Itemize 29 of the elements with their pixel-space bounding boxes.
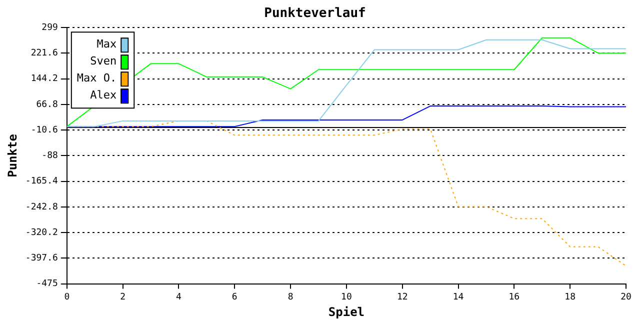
x-tick-label: 20 [620, 292, 632, 303]
y-tick-label: -475 [36, 279, 58, 290]
x-tick-label: 16 [508, 292, 520, 303]
x-tick-label: 10 [341, 292, 352, 303]
y-tick-label: -10.6 [30, 125, 58, 136]
x-tick-label: 6 [232, 292, 238, 303]
y-tick-label: -242.8 [25, 202, 58, 212]
x-tick-label: 2 [120, 292, 126, 303]
x-tick-label: 14 [452, 292, 464, 303]
legend-label: Max [96, 37, 118, 50]
y-tick-label: -88 [42, 151, 58, 162]
x-tick-label: 8 [288, 292, 294, 303]
legend-label: Alex [90, 88, 118, 102]
x-axis-title: Spiel [328, 304, 365, 319]
x-tick-label: 4 [176, 292, 182, 303]
y-tick-label: 144.2 [30, 74, 58, 84]
y-tick-label: 66.8 [36, 100, 58, 110]
y-tick-label: 221.6 [30, 48, 58, 59]
y-tick-label: -320.2 [25, 228, 58, 238]
y-axis-title: Punkte [5, 134, 20, 178]
chart-title: Punkteverlauf [264, 6, 366, 22]
x-tick-label: 12 [396, 292, 408, 303]
x-tick-label: 0 [64, 292, 70, 303]
y-tick-label: 299 [42, 22, 58, 33]
x-tick-label: 18 [564, 292, 576, 303]
y-tick-label: -165.4 [25, 176, 58, 187]
legend-label: Sven [90, 54, 117, 68]
legend-label: Max O. [76, 71, 117, 84]
y-tick-label: -397.6 [25, 254, 58, 264]
